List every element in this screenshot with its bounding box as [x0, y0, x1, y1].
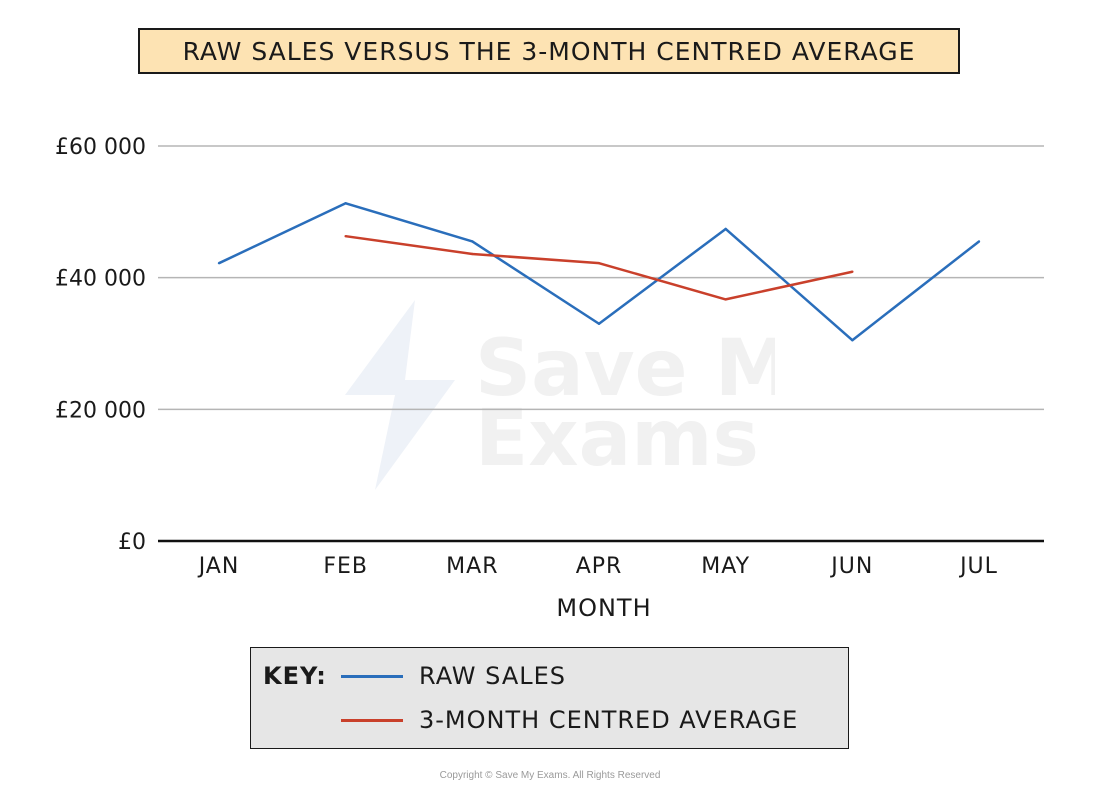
x-tick-label: FEB [323, 554, 368, 579]
y-tick-label: £20 000 [55, 398, 146, 423]
x-tick-label: MAR [446, 554, 498, 579]
legend-label-centred-average: 3-MONTH CENTRED AVERAGE [419, 706, 799, 734]
data-point-centred-average [724, 298, 727, 301]
chart-title: RAW SALES VERSUS THE 3-MONTH CENTRED AVE… [138, 28, 960, 74]
legend-title: KEY: [263, 662, 327, 690]
data-point-centred-average [597, 261, 601, 265]
data-point-raw-sales [851, 339, 854, 342]
x-tick-label: APR [576, 554, 623, 579]
line-chart: £0£20 000£40 000£60 000 JAN FEB MAR APR MAY J… [55, 135, 1044, 622]
x-tick-label: JUL [958, 554, 998, 579]
y-tick-labels: £0 £20 000 £40 000 £60 000 [55, 135, 146, 555]
x-tick-labels: JAN FEB MAR APR MAY JUN JUL [197, 554, 998, 579]
data-point-centred-average [344, 234, 347, 238]
data-point-raw-sales [344, 202, 347, 205]
data-point-raw-sales [217, 261, 221, 265]
grid-layer [158, 145, 1044, 543]
series-line-centred-average [345, 234, 853, 301]
legend-item-centred-average: 3-MONTH CENTRED AVERAGE [341, 706, 798, 734]
x-tick-label: MAY [701, 554, 750, 579]
series-line-raw-sales [218, 202, 980, 342]
data-point-raw-sales [724, 227, 727, 231]
data-point-raw-sales [977, 240, 981, 243]
legend-label-raw-sales: RAW SALES [419, 662, 567, 690]
data-point-centred-average [471, 252, 474, 256]
data-point-raw-sales [597, 322, 601, 325]
copyright-notice: Copyright © Save My Exams. All Rights Re… [439, 770, 661, 781]
y-tick-label: £40 000 [55, 267, 146, 292]
x-tick-label: JUN [829, 554, 873, 579]
legend-item-raw-sales: RAW SALES [341, 662, 566, 690]
legend: KEY: RAW SALES 3-MONTH CENTRED AVERAGE [250, 647, 849, 749]
x-tick-label: JAN [197, 554, 240, 579]
legend-swatch-raw-sales [341, 674, 403, 678]
y-tick-label: £60 000 [55, 135, 146, 160]
y-tick-label: £0 [118, 530, 146, 555]
legend-swatch-centred-average [341, 718, 403, 722]
data-point-centred-average [851, 270, 854, 273]
data-point-raw-sales [471, 240, 474, 243]
series-layer [217, 202, 981, 342]
x-axis-label: MONTH [556, 594, 651, 622]
